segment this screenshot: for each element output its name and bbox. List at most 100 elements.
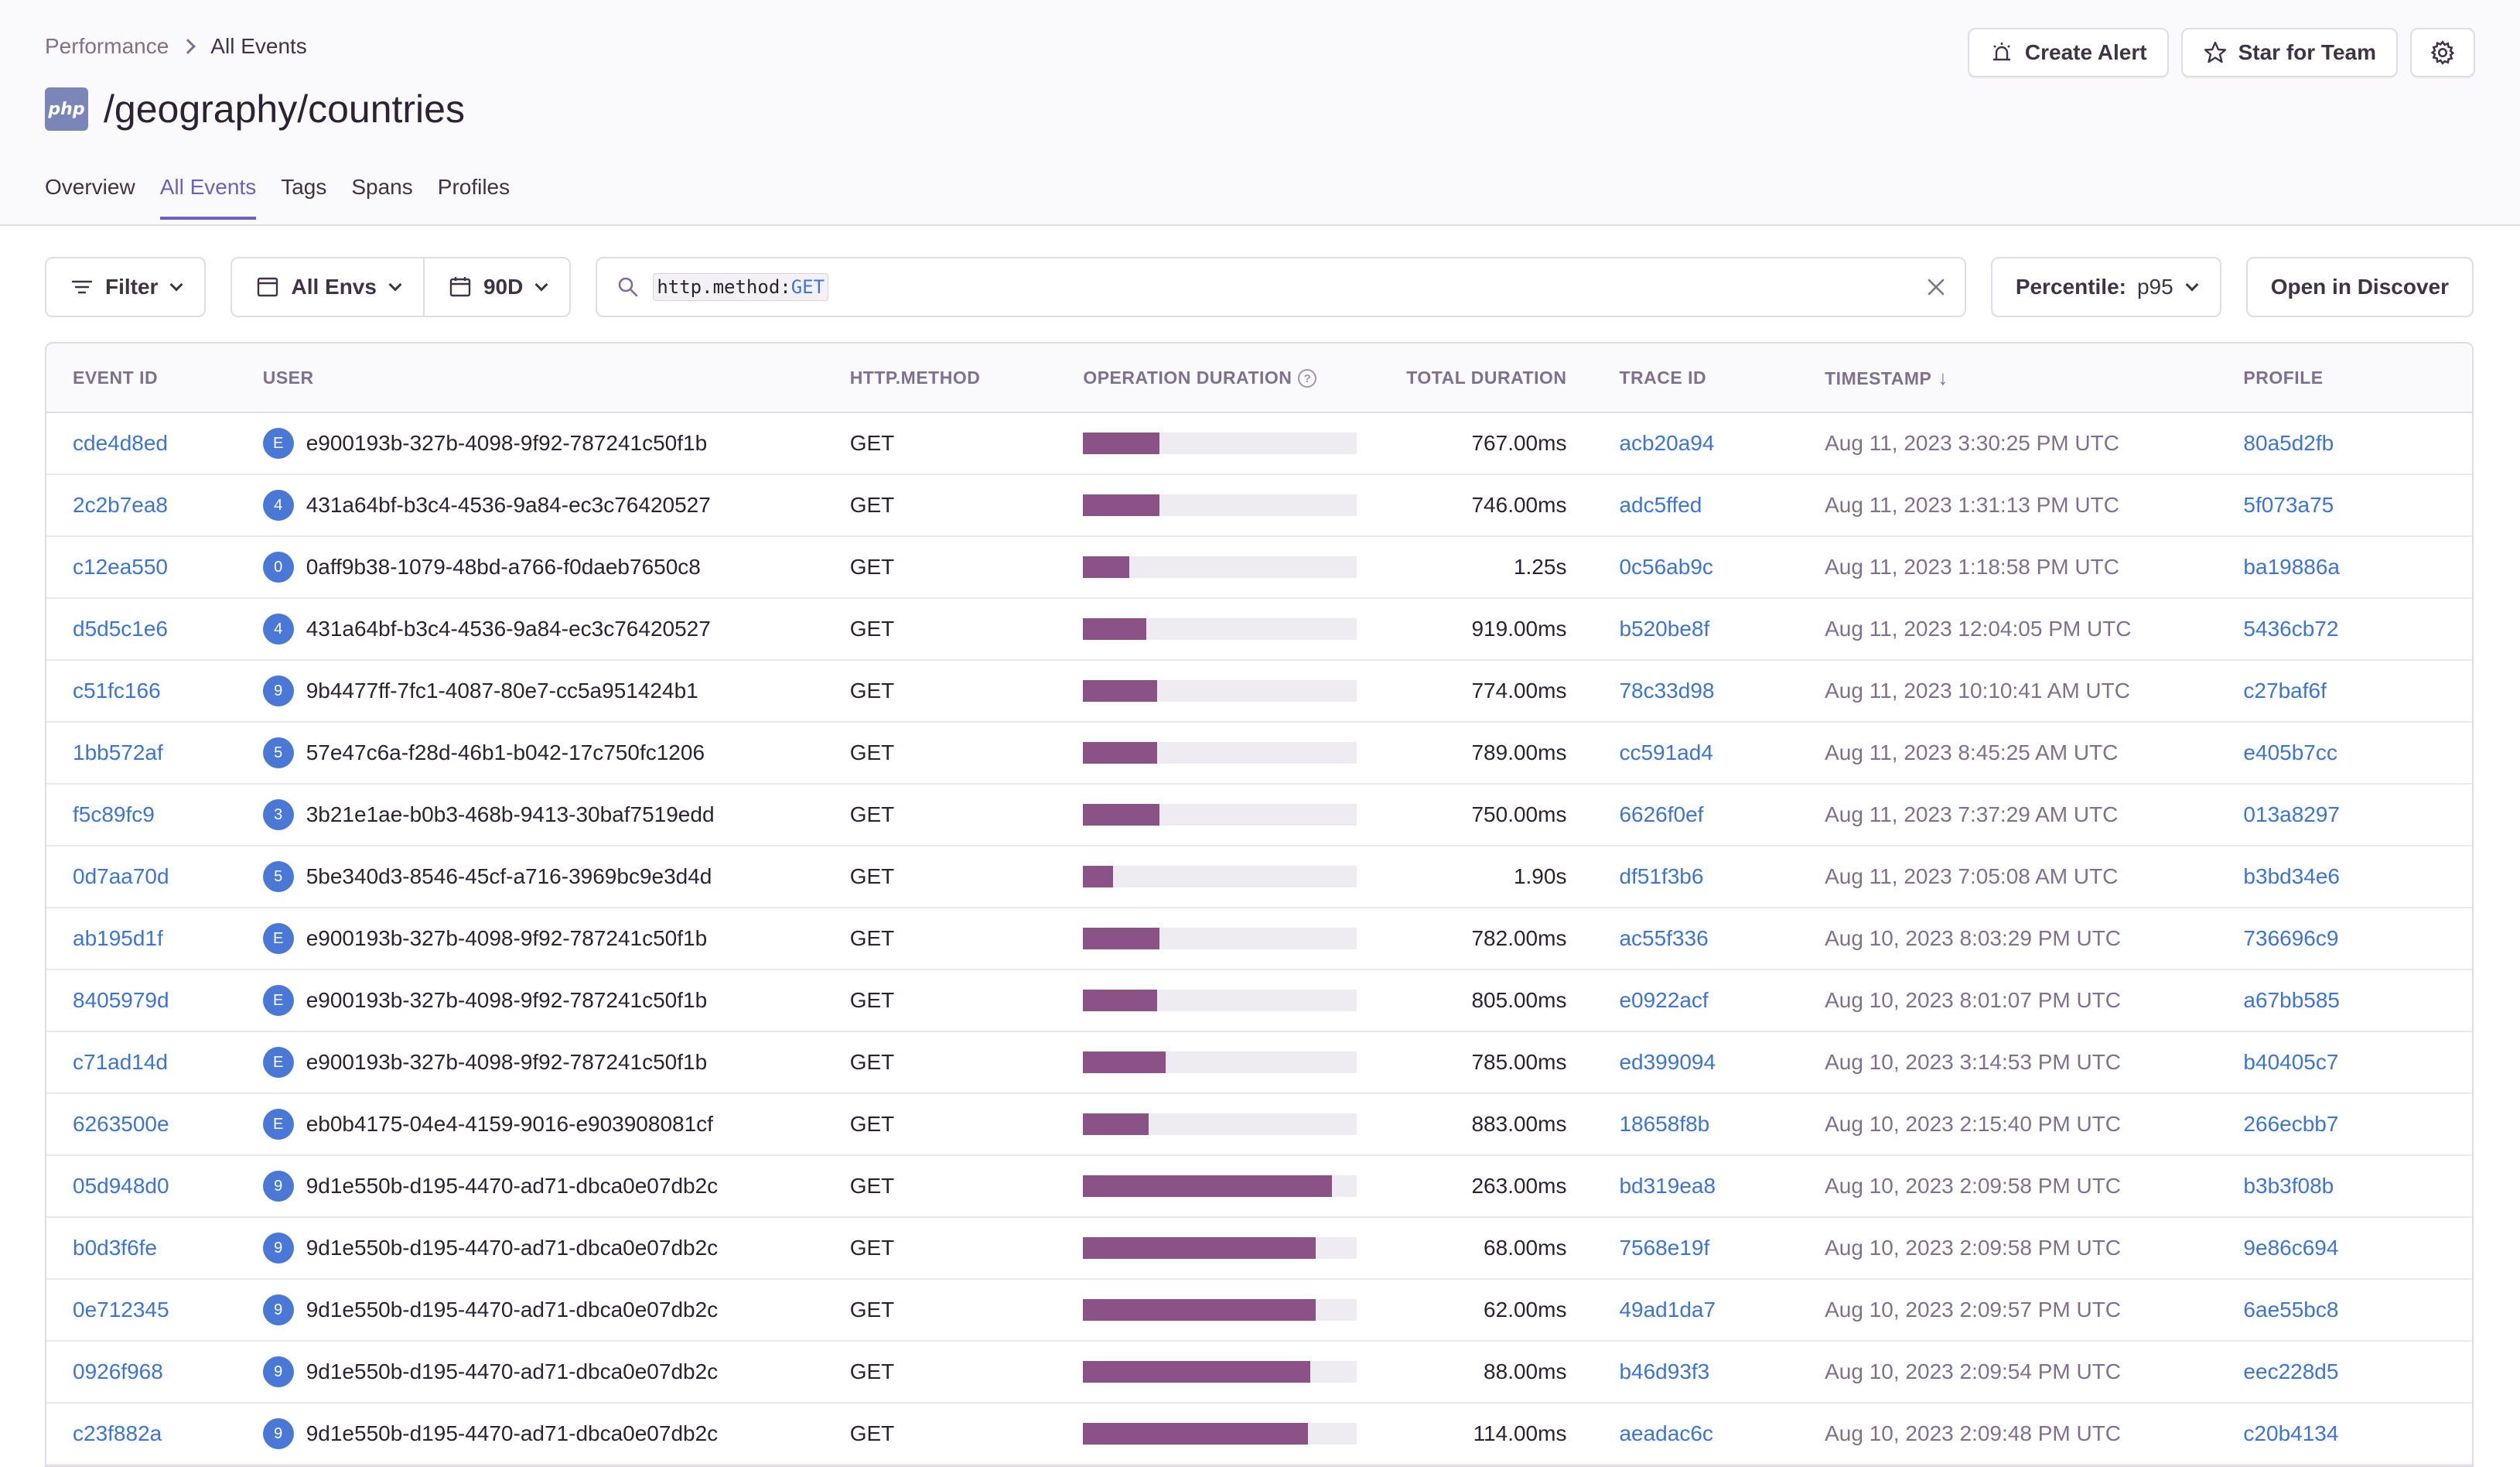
column-trace-id[interactable]: TRACE ID bbox=[1619, 367, 1707, 388]
breadcrumb-performance[interactable]: Performance bbox=[45, 34, 169, 58]
profile-link[interactable]: 5f073a75 bbox=[2243, 493, 2334, 517]
profile-link[interactable]: b3bd34e6 bbox=[2243, 864, 2340, 888]
profile-link[interactable]: 736696c9 bbox=[2243, 926, 2339, 950]
event-id-link[interactable]: 0d7aa70d bbox=[73, 864, 169, 888]
column-event-id[interactable]: EVENT ID bbox=[73, 367, 159, 388]
profile-link[interactable]: a67bb585 bbox=[2243, 988, 2340, 1012]
profile-link[interactable]: 5436cb72 bbox=[2243, 617, 2339, 641]
profile-link[interactable]: 013a8297 bbox=[2243, 802, 2340, 826]
operation-duration-bar[interactable] bbox=[1083, 928, 1357, 949]
profile-link[interactable]: 6ae55bc8 bbox=[2243, 1298, 2339, 1322]
operation-duration-bar[interactable] bbox=[1083, 1237, 1357, 1259]
column-http-method[interactable]: HTTP.METHOD bbox=[849, 367, 981, 388]
event-id-link[interactable]: c71ad14d bbox=[73, 1050, 169, 1074]
tab-profiles[interactable]: Profiles bbox=[437, 175, 510, 199]
trace-id-link[interactable]: b520be8f bbox=[1619, 617, 1710, 641]
trace-id-link[interactable]: cc591ad4 bbox=[1619, 740, 1713, 764]
event-id-link[interactable]: c23f882a bbox=[73, 1421, 162, 1445]
operation-duration-bar-fill bbox=[1083, 1423, 1308, 1445]
operation-duration-bar[interactable] bbox=[1083, 1175, 1357, 1197]
clear-search-icon[interactable] bbox=[1926, 277, 1946, 297]
percentile-dropdown[interactable]: Percentile: p95 bbox=[1990, 257, 2221, 317]
event-id-link[interactable]: 2c2b7ea8 bbox=[73, 493, 169, 517]
trace-id-link[interactable]: 78c33d98 bbox=[1619, 679, 1715, 703]
event-id-link[interactable]: 6263500e bbox=[73, 1112, 169, 1136]
operation-duration-bar[interactable] bbox=[1083, 804, 1357, 826]
trace-id-link[interactable]: 49ad1da7 bbox=[1619, 1298, 1716, 1322]
column-total-duration[interactable]: TOTAL DURATION bbox=[1406, 367, 1567, 388]
tab-spans[interactable]: Spans bbox=[351, 175, 413, 199]
trace-id-link[interactable]: 7568e19f bbox=[1619, 1236, 1710, 1260]
tab-tags[interactable]: Tags bbox=[281, 175, 327, 199]
operation-duration-bar[interactable] bbox=[1083, 990, 1357, 1011]
operation-duration-bar[interactable] bbox=[1083, 866, 1357, 887]
event-id-link[interactable]: 0e712345 bbox=[73, 1298, 169, 1322]
operation-duration-bar[interactable] bbox=[1083, 1299, 1357, 1321]
column-timestamp[interactable]: TIMESTAMP ↓ bbox=[1798, 366, 2217, 390]
profile-link[interactable]: eec228d5 bbox=[2243, 1359, 2339, 1383]
operation-duration-bar[interactable] bbox=[1083, 618, 1357, 640]
profile-link[interactable]: c27baf6f bbox=[2243, 679, 2327, 703]
operation-duration-bar[interactable] bbox=[1083, 742, 1357, 764]
operation-duration-bar-fill bbox=[1083, 742, 1157, 764]
profile-link[interactable]: ba19886a bbox=[2243, 555, 2340, 579]
open-in-discover-button[interactable]: Open in Discover bbox=[2245, 257, 2474, 317]
event-id-link[interactable]: 8405979d bbox=[73, 988, 169, 1012]
profile-link[interactable]: b3b3f08b bbox=[2243, 1174, 2334, 1198]
event-id-link[interactable]: d5d5c1e6 bbox=[73, 617, 169, 641]
event-id-link[interactable]: 05d948d0 bbox=[73, 1174, 169, 1198]
period-dropdown[interactable]: 90D bbox=[422, 258, 569, 316]
event-id-link[interactable]: 0926f968 bbox=[73, 1359, 163, 1383]
trace-id-link[interactable]: acb20a94 bbox=[1619, 431, 1715, 455]
column-operation-duration[interactable]: OPERATION DURATION? bbox=[1057, 368, 1381, 388]
column-profile[interactable]: PROFILE bbox=[2243, 367, 2324, 388]
column-user[interactable]: USER bbox=[262, 367, 314, 388]
filter-dropdown[interactable]: Filter bbox=[45, 257, 207, 317]
trace-id-link[interactable]: aeadac6c bbox=[1619, 1421, 1713, 1445]
trace-id-link[interactable]: df51f3b6 bbox=[1619, 864, 1704, 888]
event-id-link[interactable]: ab195d1f bbox=[73, 926, 163, 950]
operation-duration-bar[interactable] bbox=[1083, 1113, 1357, 1135]
operation-duration-bar[interactable] bbox=[1083, 1361, 1357, 1383]
operation-duration-bar[interactable] bbox=[1083, 680, 1357, 702]
star-for-team-button[interactable]: Star for Team bbox=[2180, 28, 2398, 77]
settings-button[interactable] bbox=[2410, 28, 2475, 77]
trace-id-link[interactable]: adc5ffed bbox=[1619, 493, 1702, 517]
event-id-link[interactable]: c12ea550 bbox=[73, 555, 169, 579]
create-alert-button[interactable]: Create Alert bbox=[1967, 28, 2169, 77]
profile-link[interactable]: e405b7cc bbox=[2243, 740, 2337, 764]
trace-id-link[interactable]: b46d93f3 bbox=[1619, 1359, 1710, 1383]
event-id-link[interactable]: cde4d8ed bbox=[73, 431, 169, 455]
user-avatar: 9 bbox=[262, 1171, 294, 1202]
environment-dropdown[interactable]: All Envs bbox=[232, 258, 422, 316]
profile-link[interactable]: b40405c7 bbox=[2243, 1050, 2339, 1074]
operation-duration-bar[interactable] bbox=[1083, 1052, 1357, 1073]
profile-link[interactable]: 266ecbb7 bbox=[2243, 1112, 2339, 1136]
profile-link[interactable]: 80a5d2fb bbox=[2243, 431, 2334, 455]
operation-duration-bar[interactable] bbox=[1083, 433, 1357, 454]
trace-id-link[interactable]: 0c56ab9c bbox=[1619, 555, 1713, 579]
trace-id-link[interactable]: ed399094 bbox=[1619, 1050, 1716, 1074]
trace-id-link[interactable]: 18658f8b bbox=[1619, 1112, 1710, 1136]
trace-id-link[interactable]: e0922acf bbox=[1619, 988, 1709, 1012]
operation-duration-bar[interactable] bbox=[1083, 1423, 1357, 1445]
profile-link[interactable]: c20b4134 bbox=[2243, 1421, 2339, 1445]
trace-id-link[interactable]: 6626f0ef bbox=[1619, 802, 1704, 826]
event-id-link[interactable]: c51fc166 bbox=[73, 679, 161, 703]
operation-duration-bar[interactable] bbox=[1083, 494, 1357, 516]
help-icon[interactable]: ? bbox=[1298, 369, 1317, 388]
event-id-link[interactable]: b0d3f6fe bbox=[73, 1236, 157, 1260]
search-token[interactable]: http.method:GET bbox=[653, 273, 829, 301]
operation-duration-bar[interactable] bbox=[1083, 556, 1357, 578]
search-input[interactable]: http.method:GET bbox=[596, 257, 1966, 317]
event-id-link[interactable]: f5c89fc9 bbox=[73, 802, 155, 826]
trace-id-link[interactable]: ac55f336 bbox=[1619, 926, 1709, 950]
event-id-link[interactable]: 1bb572af bbox=[73, 740, 163, 764]
tab-all-events[interactable]: All Events bbox=[159, 175, 257, 220]
timestamp-cell: Aug 10, 2023 3:14:53 PM UTC bbox=[1825, 1050, 2122, 1074]
total-duration-cell: 1.25s bbox=[1513, 555, 1567, 579]
profile-link[interactable]: 9e86c694 bbox=[2243, 1236, 2339, 1260]
trace-id-link[interactable]: bd319ea8 bbox=[1619, 1174, 1716, 1198]
tab-overview[interactable]: Overview bbox=[45, 175, 135, 199]
